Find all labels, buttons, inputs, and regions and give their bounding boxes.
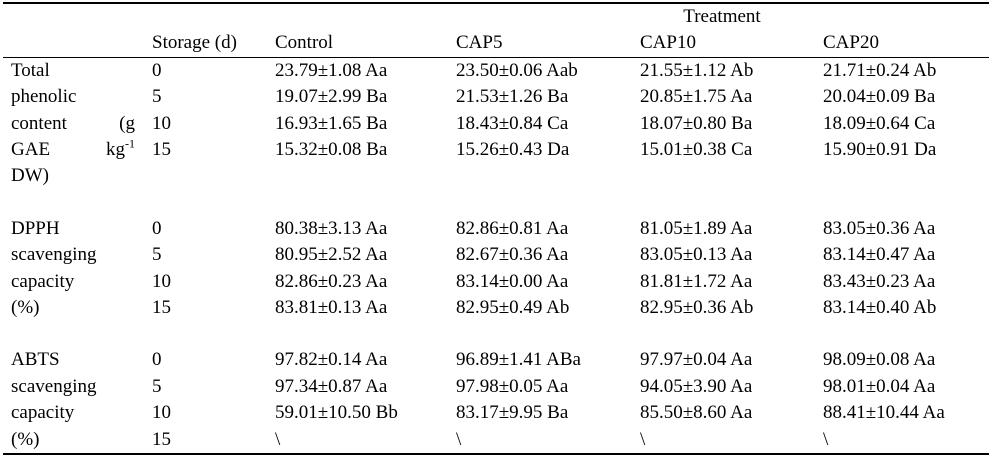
table-cell: 97.34±0.87 Aa [275,375,388,397]
table-cell: 83.81±0.13 Aa [275,297,388,319]
row-label: phenolic [11,86,77,108]
table-cell: 18.09±0.64 Ca [823,112,936,134]
table-row: DW) [3,163,989,189]
table-cell: 82.67±0.36 Aa [456,244,569,266]
storage-day: 15 [144,426,275,456]
table-cell: \ [275,426,456,456]
storage-day: 15 [152,297,171,319]
table-row: capacity 10 59.01±10.50 Bb 83.17±9.95 Ba… [3,400,989,426]
spacer-row [3,190,989,216]
table-cell: 83.05±0.36 Aa [823,217,936,239]
table-cell: \ [823,426,989,456]
table-row: phenolic 5 19.07±2.99 Ba 21.53±1.26 Ba 2… [3,84,989,110]
row-label: scavenging [11,244,97,266]
column-header-control: Control [275,30,456,58]
row-label: Total [11,59,50,81]
table-cell: 16.93±1.65 Ba [275,112,388,134]
table-cell: 18.43±0.84 Ca [456,112,569,134]
data-table: Treatment Storage (d) Control CAP5 CAP10… [3,1,989,456]
column-header-cap5: CAP5 [456,30,640,58]
table-cell: 20.04±0.09 Ba [823,86,936,108]
table-row: (%) 15 \ \ \ \ [3,426,989,456]
table-cell: 83.14±0.47 Aa [823,244,936,266]
table-cell: 23.79±1.08 Aa [275,59,388,81]
row-label: ABTS [11,349,60,371]
row-label: capacity [11,402,75,424]
table-cell: 83.14±0.40 Ab [823,297,937,319]
table-cell: 15.90±0.91 Da [823,139,937,161]
table-row: Total 0 23.79±1.08 Aa 23.50±0.06 Aab 21.… [3,57,989,84]
table-cell: 59.01±10.50 Bb [275,402,398,424]
table-cell: 21.53±1.26 Ba [456,86,569,108]
storage-day: 5 [152,244,162,266]
table-row: ABTS 0 97.82±0.14 Aa 96.89±1.41 ABa 97.9… [3,347,989,373]
table-cell: \ [640,426,823,456]
spacer-row [3,321,989,347]
table-cell: 97.98±0.05 Aa [456,375,569,397]
table-cell: 21.71±0.24 Ab [823,59,937,81]
table-cell: 83.43±0.23 Aa [823,270,936,292]
table-cell: 21.55±1.12 Ab [640,59,754,81]
table-cell: 19.07±2.99 Ba [275,86,388,108]
table-cell: 88.41±10.44 Aa [823,402,945,424]
column-header-cap10: CAP10 [640,30,823,58]
table-cell: 15.01±0.38 Ca [640,139,753,161]
table-cell: 83.14±0.00 Aa [456,270,569,292]
table-row: DPPH 0 80.38±3.13 Aa 82.86±0.81 Aa 81.05… [3,216,989,242]
storage-header: Storage (d) [144,30,275,58]
table-cell: 98.01±0.04 Aa [823,375,936,397]
row-label: DW) [11,165,49,187]
table-cell: 82.86±0.23 Aa [275,270,388,292]
storage-day: 5 [152,375,162,397]
row-label: scavenging [11,375,97,397]
table-row: scavenging 5 80.95±2.52 Aa 82.67±0.36 Aa… [3,242,989,268]
table-cell: \ [456,426,640,456]
row-label: GAE kg-1 [11,136,135,161]
table-cell: 85.50±8.60 Aa [640,402,753,424]
header-row-treatment: Treatment [3,1,989,31]
table-row: content (g 10 16.93±1.65 Ba 18.43±0.84 Ca… [3,111,989,137]
table-cell: 80.38±3.13 Aa [275,217,388,239]
table-cell: 15.26±0.43 Da [456,139,570,161]
table-cell: 80.95±2.52 Aa [275,244,388,266]
storage-day: 15 [152,139,171,161]
treatment-header: Treatment [275,1,989,31]
table-cell: 15.32±0.08 Ba [275,139,388,161]
row-label: (%) [3,426,144,456]
storage-day: 10 [152,402,171,424]
table-cell: 18.07±0.80 Ba [640,112,753,134]
table-cell: 81.05±1.89 Aa [640,217,753,239]
storage-day: 5 [152,86,162,108]
row-label: capacity [11,270,75,292]
row-label: content (g [11,112,135,134]
table-cell: 82.95±0.36 Ab [640,297,754,319]
header-row-columns: Storage (d) Control CAP5 CAP10 CAP20 [3,30,989,58]
row-label: DPPH [11,217,60,239]
storage-day: 10 [152,270,171,292]
table-cell: 97.97±0.04 Aa [640,349,753,371]
table-cell: 83.17±9.95 Ba [456,402,569,424]
table-row: capacity 10 82.86±0.23 Aa 83.14±0.00 Aa … [3,269,989,295]
table-cell: 82.95±0.49 Ab [456,297,570,319]
storage-day: 10 [152,112,171,134]
table-row: (%) 15 83.81±0.13 Aa 82.95±0.49 Ab 82.95… [3,295,989,321]
table-row: scavenging 5 97.34±0.87 Aa 97.98±0.05 Aa… [3,374,989,400]
table-cell: 23.50±0.06 Aab [456,59,578,81]
table-cell: 81.81±1.72 Aa [640,270,753,292]
storage-day: 0 [152,59,162,81]
table-cell: 83.05±0.13 Aa [640,244,753,266]
table-cell: 20.85±1.75 Aa [640,86,753,108]
table-cell: 82.86±0.81 Aa [456,217,569,239]
column-header-cap20: CAP20 [823,30,989,58]
table-cell: 96.89±1.41 ABa [456,349,581,371]
storage-day: 0 [152,217,162,239]
row-label: (%) [11,297,40,319]
table-cell: 94.05±3.90 Aa [640,375,753,397]
table-cell: 97.82±0.14 Aa [275,349,388,371]
storage-day: 0 [152,349,162,371]
table-row: GAE kg-1 15 15.32±0.08 Ba 15.26±0.43 Da 1… [3,137,989,163]
table-cell: 98.09±0.08 Aa [823,349,936,371]
